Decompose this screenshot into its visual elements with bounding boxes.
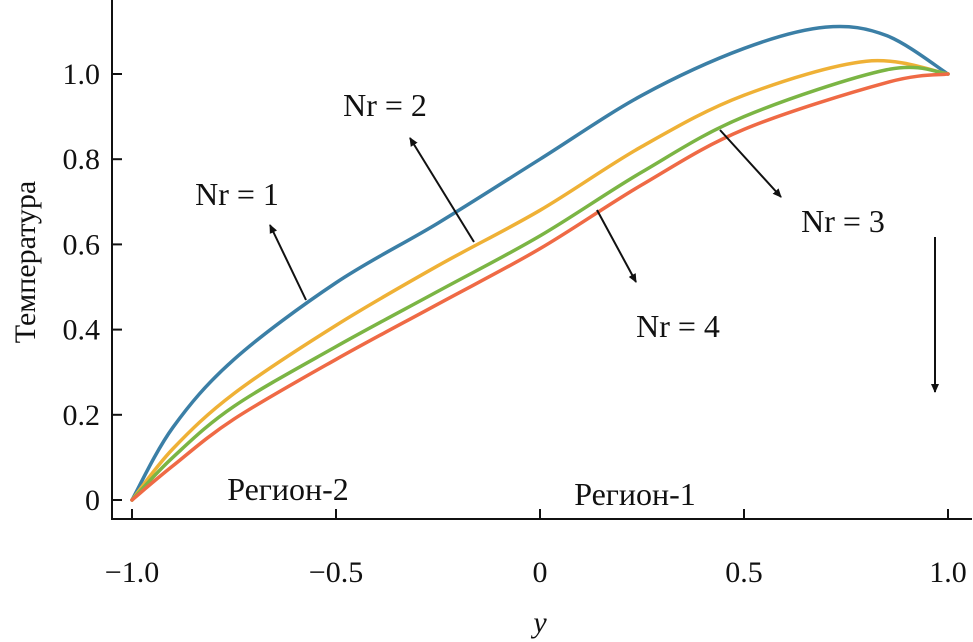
nr2-label: Nr = 2 <box>343 87 427 123</box>
y-axis-label: Температура <box>9 181 42 343</box>
nr3-label: Nr = 3 <box>801 203 885 239</box>
region-1-label: Регион-1 <box>574 476 696 512</box>
series-line-nr4 <box>130 72 950 502</box>
y-tick-label: 0.8 <box>63 143 101 176</box>
x-tick-label: 0.5 <box>725 556 763 589</box>
nr2-arrow <box>409 137 475 243</box>
y-tick-label: 0.6 <box>63 228 101 261</box>
x-axis-label: y <box>530 606 547 639</box>
x-tick-label: 0 <box>533 556 548 589</box>
series-line-nr1 <box>130 24 950 502</box>
nr4-arrow <box>596 209 637 283</box>
series-line-nr2 <box>130 58 950 502</box>
region-2-label: Регион-2 <box>227 471 349 507</box>
series-line-nr3 <box>130 65 950 502</box>
y-tick-label: 0.2 <box>63 399 101 432</box>
y-tick-label: 1.0 <box>63 58 101 91</box>
nr1-arrow <box>269 224 307 301</box>
x-tick-label: 1.0 <box>929 556 967 589</box>
x-tick-label: −0.5 <box>309 556 363 589</box>
y-tick-label: 0.4 <box>63 314 101 347</box>
nr4-label: Nr = 4 <box>636 308 720 344</box>
nr3-arrow <box>719 129 782 198</box>
x-tick-label: −1.0 <box>105 556 159 589</box>
nr1-label: Nr = 1 <box>195 176 279 212</box>
y-tick-label: 0 <box>85 484 100 517</box>
axes <box>111 0 972 520</box>
